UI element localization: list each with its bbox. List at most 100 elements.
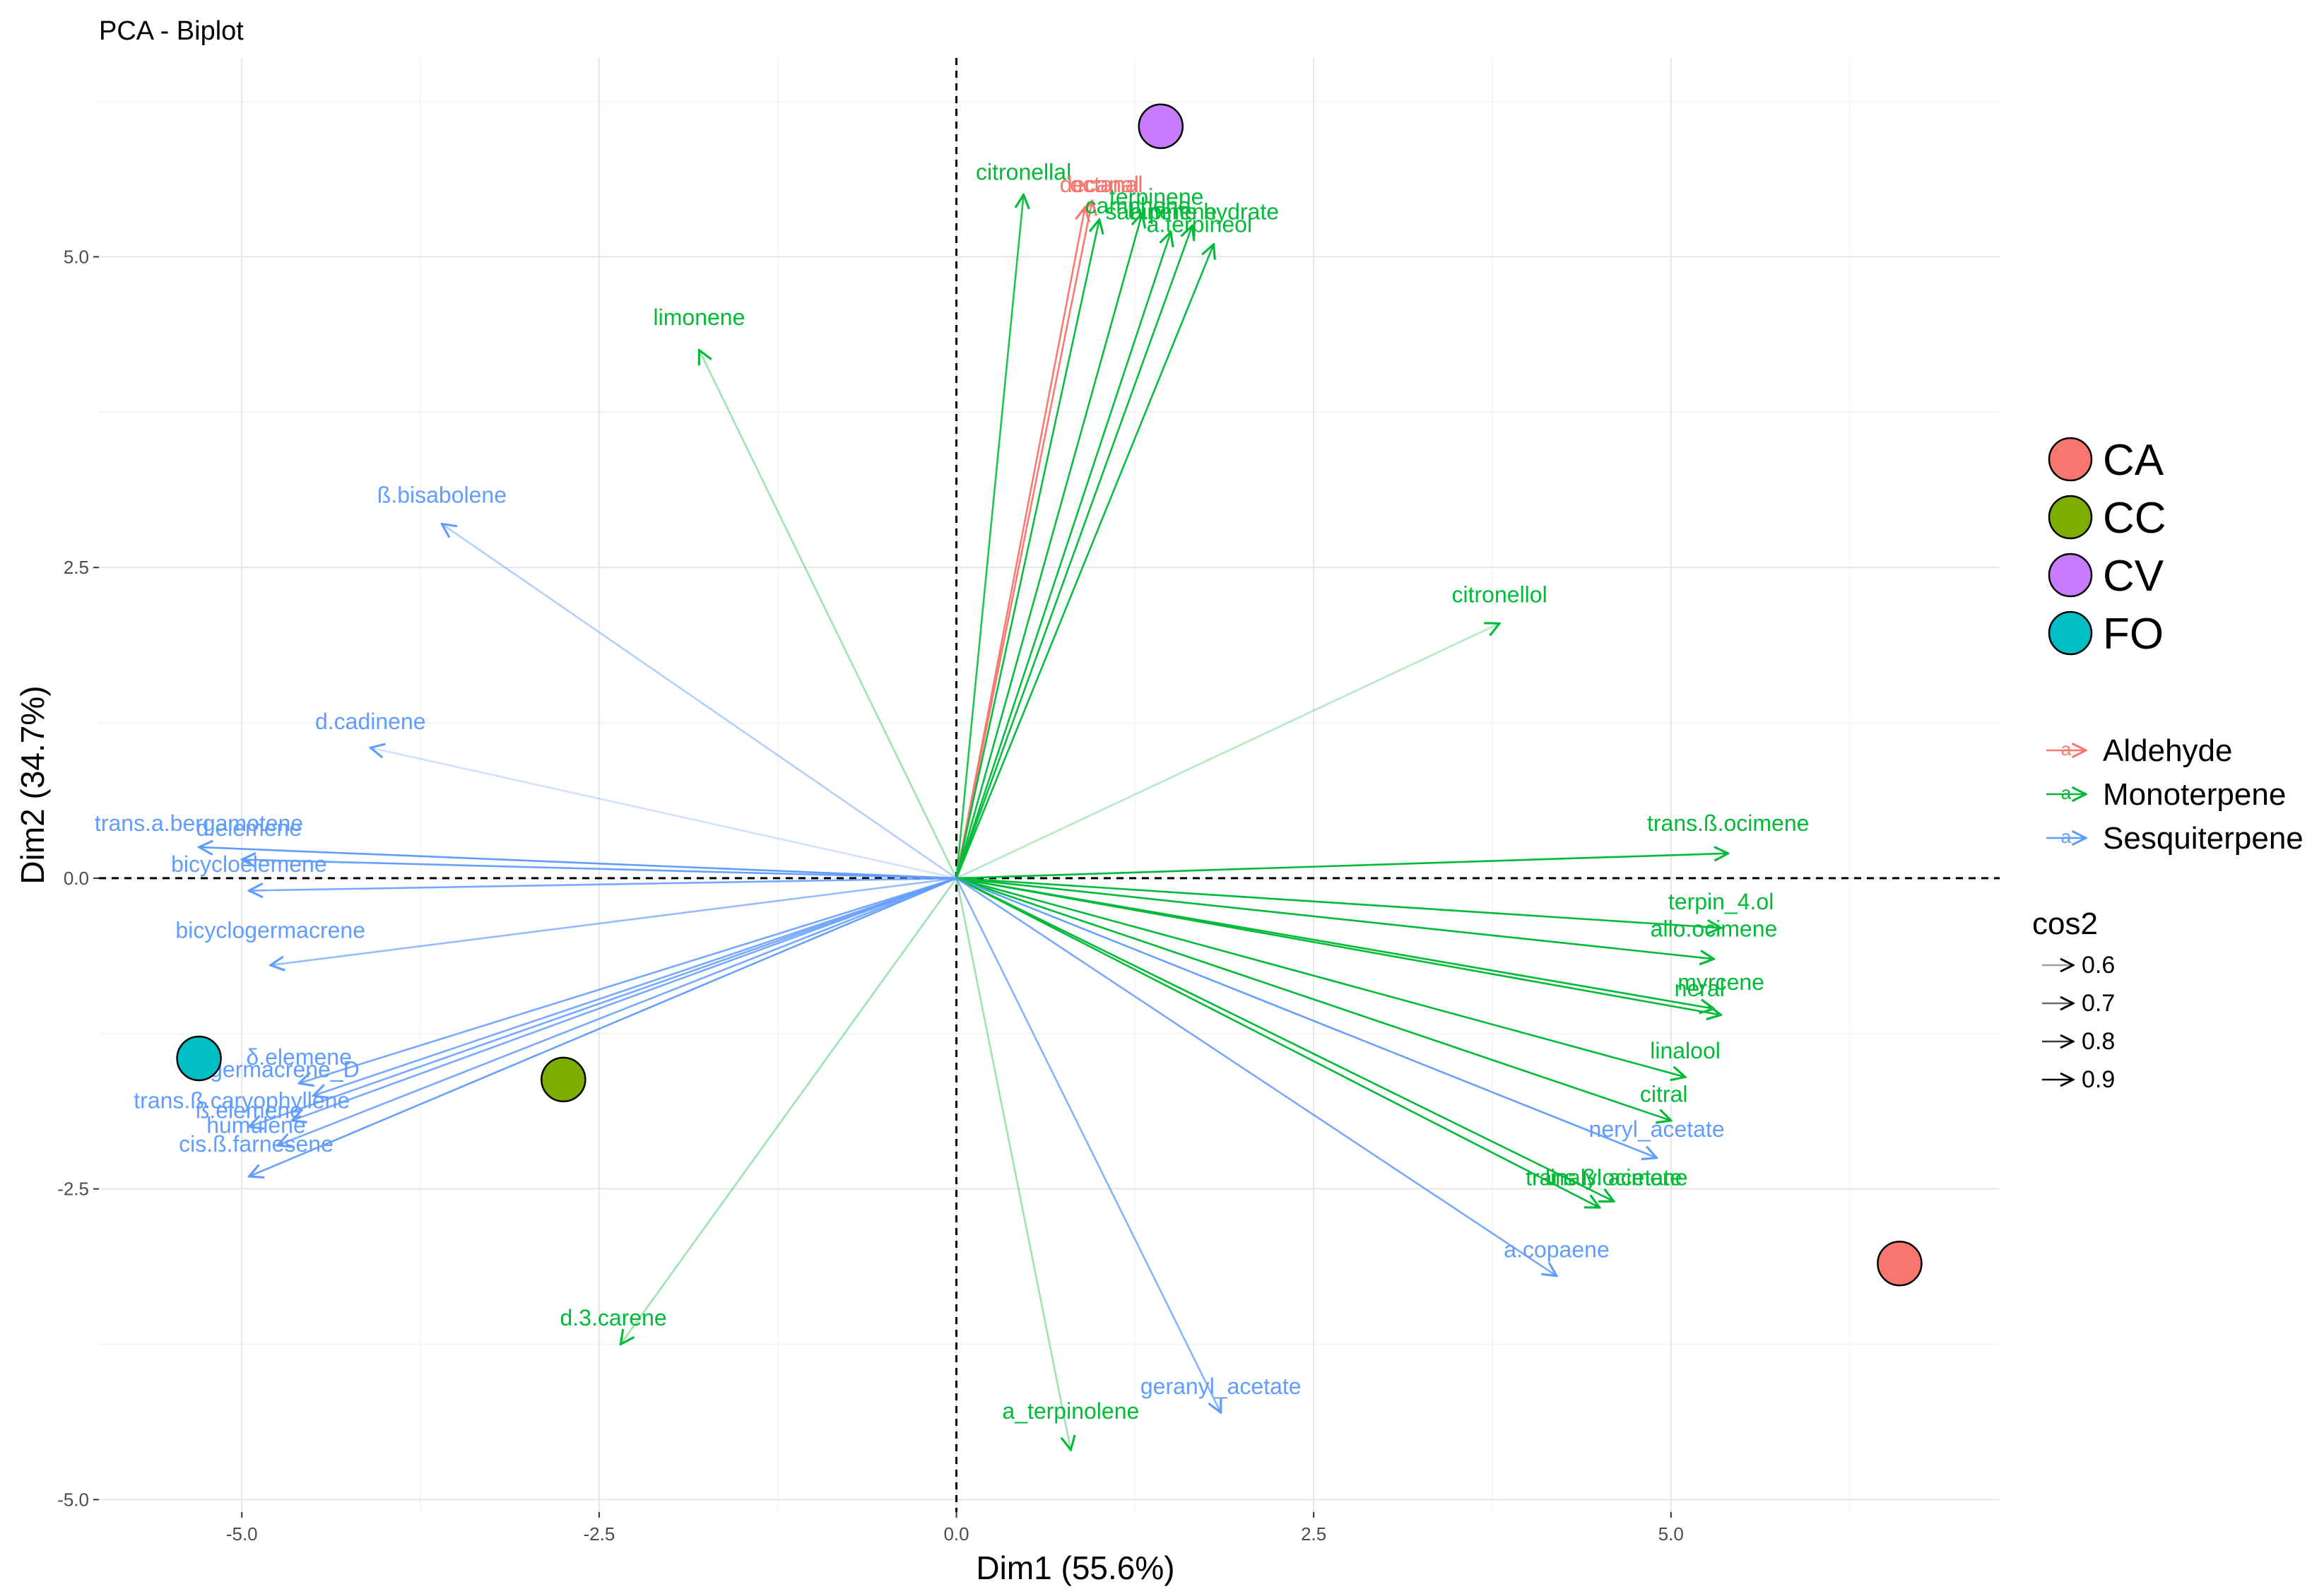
variable-label-citral: citral	[1640, 1082, 1688, 1107]
variable-label-a-terpineol: a.terpineol	[1147, 211, 1252, 237]
legend-label-cos2-0-7: 0.7	[2082, 990, 2115, 1017]
y-tick-label: -2.5	[57, 1179, 89, 1200]
variable-label-citronellal: citronellal	[976, 159, 1071, 184]
legend-label-monoterpene: Monoterpene	[2103, 777, 2286, 812]
point-ca	[1877, 1240, 1923, 1287]
legend-label-aldehyde: Aldehyde	[2103, 733, 2232, 768]
legend-key-cc	[2048, 495, 2093, 540]
point-cv	[1138, 103, 1184, 149]
variable-arrow-terpinene	[955, 213, 1143, 879]
variable-label-citronellol: citronellol	[1452, 581, 1547, 607]
variable-label-a-copaene: a.copaene	[1504, 1236, 1609, 1262]
variable-label-trans-a-bergamotene: trans.a.bergamotene	[95, 810, 303, 836]
variable-arrow-sabinene-hydrate	[955, 225, 1193, 879]
x-axis-label: Dim1 (55.6%)	[976, 1549, 1174, 1586]
variable-arrow-trans-a-bergamotene	[199, 847, 957, 880]
legend-key-glyph: a	[2061, 782, 2072, 803]
variable-arrow-camphene	[955, 220, 1099, 879]
variable-arrow-octanal	[955, 201, 1092, 879]
variable-label-d-cadinene: d.cadinene	[315, 709, 426, 734]
variable-label-d-3-carene: d.3.carene	[560, 1305, 667, 1330]
legend-key-ca	[2048, 437, 2093, 482]
variable-label-bicyclogermacrene: bicyclogermacrene	[175, 917, 365, 943]
variable-arrow-d-elemene	[242, 860, 957, 880]
variable-arrow-a-terpineol	[955, 244, 1214, 879]
variable-arrow-neryl-acetate	[956, 877, 1657, 1158]
variable-arrow-terpin-4-ol	[956, 877, 1721, 928]
legend-key-glyph: a	[2061, 738, 2072, 760]
variable-label-limonene: limonene	[654, 305, 745, 330]
y-tick-label: -5.0	[57, 1489, 89, 1510]
axes: -5.0 -2.5 0.0 2.5 5.0 -5.0 -2.5 0.0 2.5 5.0	[57, 58, 2000, 1545]
grid	[99, 58, 2000, 1512]
variable-arrow-trans-ocimene	[955, 877, 1600, 1208]
variable-label-elemene: ß.elemene	[196, 1097, 302, 1123]
y-axis-label: Dim2 (34.7%)	[14, 685, 51, 884]
x-tick-label: -5.0	[226, 1523, 258, 1545]
variable-arrow-citronellol	[955, 623, 1500, 880]
variable-arrow-germacrene-d	[313, 877, 957, 1096]
variable-label-sabinene-hydrate: sabinene hydrate	[1105, 199, 1279, 225]
legend: CA CC CV FO a Aldehyde a Monoterpene a Sesquiterp…	[2032, 436, 2304, 1093]
y-tick-label: 0.0	[64, 868, 89, 889]
x-tick-label: 0.0	[943, 1523, 969, 1545]
variable-arrow-humulene	[278, 877, 957, 1145]
variable-label-terpin-4-ol: terpin_4.ol	[1668, 889, 1774, 914]
variable-arrow-geranyl-acetate	[955, 878, 1221, 1412]
variable-label-myrcene: myrcene	[1677, 969, 1764, 995]
variable-label-allo-ocimene: allo.ocimene	[1651, 916, 1778, 942]
variable-label-neryl-acetate: neryl_acetate	[1589, 1116, 1725, 1142]
variable-label-octanal: octanal	[1070, 172, 1143, 197]
variable-arrow-allo-ocimene	[956, 877, 1714, 959]
variable-label-linalool: linalool	[1650, 1038, 1721, 1063]
variable-labels: citronellaldecanaloctanalterpinenecamphe…	[95, 159, 1809, 1424]
legend-title-cos2: cos2	[2032, 907, 2098, 941]
variable-arrow-limonene	[699, 350, 957, 879]
variable-label-linalyl-acetate: linalyl acetate	[1545, 1164, 1682, 1190]
legend-label-sesquiterpene: Sesquiterpene	[2103, 821, 2304, 856]
legend-label-fo: FO	[2103, 610, 2164, 659]
legend-key-cv	[2048, 553, 2093, 598]
variable-arrow-bisabolene	[442, 524, 957, 879]
variable-arrow-citronellal	[955, 194, 1024, 879]
chart-title: PCA - Biplot	[99, 16, 244, 46]
variable-label-humulene: humulene	[206, 1113, 306, 1138]
variable-arrow-elemene	[299, 877, 957, 1083]
legend-label-cos2-0-9: 0.9	[2082, 1066, 2115, 1093]
variable-label-germacrene-d: germacrene_D	[210, 1056, 360, 1082]
variable-arrow-d-cadinene	[370, 748, 957, 880]
x-tick-label: 2.5	[1301, 1523, 1326, 1545]
variable-label-elemene: δ.elemene	[246, 1044, 351, 1070]
variable-arrow-elemene	[292, 877, 957, 1121]
variable-arrows	[199, 194, 1728, 1450]
legend-label-cv: CV	[2103, 552, 2164, 601]
variable-label-a-pinene: a.pinene	[1131, 199, 1217, 225]
individual-points	[176, 103, 1923, 1287]
variable-arrow-a-pinene	[955, 232, 1171, 879]
variable-arrow-bicycloelemene	[249, 877, 957, 891]
y-tick-label: 2.5	[64, 557, 89, 578]
variable-arrow-linalool	[956, 877, 1686, 1077]
legend-key-fo	[2048, 610, 2093, 656]
variable-arrow-a-terpinolene	[955, 878, 1071, 1450]
legend-label-ca: CA	[2103, 436, 2164, 485]
legend-label-cos2-0-8: 0.8	[2082, 1028, 2115, 1055]
y-tick-label: 5.0	[64, 246, 89, 267]
point-fo	[176, 1035, 222, 1082]
legend-label-cos2-0-6: 0.6	[2082, 952, 2115, 979]
variable-label-camphene: camphene	[1085, 193, 1191, 218]
variable-arrow-neral	[956, 877, 1721, 1015]
variable-label-neral: neral	[1675, 976, 1725, 1001]
variable-arrow-trans-caryophyllene	[249, 877, 957, 1127]
variable-label-trans-caryophyllene: trans.ß.caryophyllene	[134, 1087, 350, 1113]
point-cc	[541, 1056, 586, 1103]
variable-label-cis-farnesene: cis.ß.farnesene	[179, 1131, 334, 1157]
legend-label-cc: CC	[2103, 494, 2166, 543]
legend-key-glyph: a	[2061, 826, 2072, 847]
variable-label-terpinene: terpinene	[1109, 184, 1203, 210]
variable-arrow-citral	[956, 877, 1671, 1121]
x-tick-label: 5.0	[1658, 1523, 1684, 1545]
variable-arrow-d-3-carene	[620, 878, 957, 1345]
variable-label-geranyl-acetate: geranyl_acetate	[1140, 1374, 1302, 1399]
variable-label-bisabolene: ß.bisabolene	[377, 483, 507, 508]
